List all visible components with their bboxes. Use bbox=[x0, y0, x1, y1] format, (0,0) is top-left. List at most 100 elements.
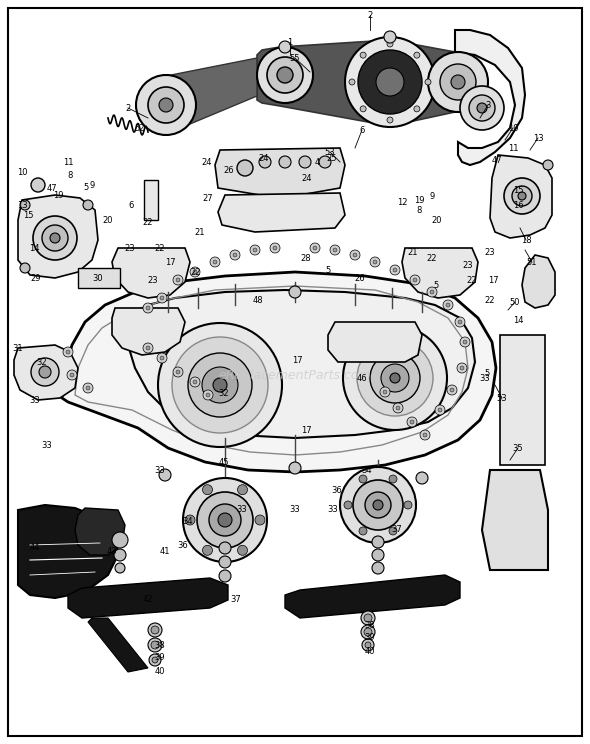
Text: 39: 39 bbox=[155, 653, 165, 662]
Circle shape bbox=[157, 353, 167, 363]
Circle shape bbox=[158, 323, 282, 447]
Circle shape bbox=[359, 475, 367, 483]
Polygon shape bbox=[215, 148, 345, 195]
Text: 33: 33 bbox=[290, 505, 300, 515]
Text: 21: 21 bbox=[408, 248, 418, 257]
Text: 23: 23 bbox=[463, 260, 473, 269]
Circle shape bbox=[233, 253, 237, 257]
Circle shape bbox=[512, 186, 532, 206]
Circle shape bbox=[267, 57, 303, 93]
Circle shape bbox=[183, 478, 267, 562]
Circle shape bbox=[39, 366, 51, 378]
Text: 5: 5 bbox=[434, 280, 438, 289]
Text: 33: 33 bbox=[237, 505, 247, 515]
Circle shape bbox=[393, 268, 397, 272]
Circle shape bbox=[349, 79, 355, 85]
Circle shape bbox=[176, 278, 180, 282]
Circle shape bbox=[257, 47, 313, 103]
Text: 23: 23 bbox=[485, 248, 496, 257]
Text: 22: 22 bbox=[427, 254, 437, 263]
Circle shape bbox=[20, 263, 30, 273]
Text: 24: 24 bbox=[202, 158, 212, 167]
Circle shape bbox=[197, 492, 253, 548]
Circle shape bbox=[148, 638, 162, 652]
Text: 41: 41 bbox=[160, 548, 171, 557]
Circle shape bbox=[460, 86, 504, 130]
Circle shape bbox=[148, 623, 162, 637]
Circle shape bbox=[543, 160, 553, 170]
Circle shape bbox=[173, 275, 183, 285]
Circle shape bbox=[115, 563, 125, 573]
Polygon shape bbox=[62, 272, 496, 472]
Text: 2: 2 bbox=[125, 103, 130, 112]
Circle shape bbox=[202, 367, 238, 403]
Circle shape bbox=[273, 246, 277, 250]
Circle shape bbox=[279, 41, 291, 53]
Text: 33: 33 bbox=[30, 396, 40, 405]
Circle shape bbox=[358, 50, 422, 114]
Polygon shape bbox=[482, 470, 548, 570]
Text: 20: 20 bbox=[103, 216, 113, 225]
Polygon shape bbox=[500, 335, 545, 465]
Circle shape bbox=[518, 192, 526, 200]
Circle shape bbox=[112, 532, 128, 548]
Circle shape bbox=[430, 290, 434, 294]
Text: 5: 5 bbox=[484, 368, 490, 377]
Text: 33: 33 bbox=[155, 466, 165, 475]
Text: 10: 10 bbox=[17, 167, 27, 176]
Circle shape bbox=[277, 67, 293, 83]
Circle shape bbox=[360, 52, 366, 58]
Text: 52: 52 bbox=[135, 124, 145, 132]
Polygon shape bbox=[68, 578, 228, 618]
Text: 22: 22 bbox=[143, 217, 153, 226]
Circle shape bbox=[202, 484, 212, 495]
Text: 18: 18 bbox=[521, 236, 532, 245]
Circle shape bbox=[451, 75, 465, 89]
Circle shape bbox=[213, 378, 227, 392]
Text: 40: 40 bbox=[155, 667, 165, 676]
Circle shape bbox=[365, 642, 371, 648]
Text: 21: 21 bbox=[195, 228, 205, 237]
Circle shape bbox=[387, 117, 393, 123]
Circle shape bbox=[250, 245, 260, 255]
Circle shape bbox=[149, 654, 161, 666]
Circle shape bbox=[270, 243, 280, 253]
Text: 17: 17 bbox=[165, 257, 175, 266]
Polygon shape bbox=[128, 290, 475, 438]
Text: 40: 40 bbox=[365, 647, 375, 656]
Polygon shape bbox=[144, 180, 158, 220]
Text: 36: 36 bbox=[178, 540, 188, 550]
Circle shape bbox=[151, 641, 159, 649]
Polygon shape bbox=[522, 255, 555, 308]
Circle shape bbox=[372, 562, 384, 574]
Text: 26: 26 bbox=[355, 274, 365, 283]
Circle shape bbox=[344, 501, 352, 509]
Circle shape bbox=[172, 337, 268, 433]
Circle shape bbox=[146, 346, 150, 350]
Text: 25: 25 bbox=[327, 153, 337, 162]
Circle shape bbox=[343, 326, 447, 430]
Text: 24: 24 bbox=[259, 153, 269, 162]
Circle shape bbox=[360, 106, 366, 112]
Circle shape bbox=[427, 287, 437, 297]
Circle shape bbox=[340, 467, 416, 543]
Circle shape bbox=[209, 504, 241, 536]
Text: 39: 39 bbox=[365, 633, 375, 643]
Circle shape bbox=[63, 347, 73, 357]
Circle shape bbox=[380, 387, 390, 397]
Circle shape bbox=[190, 267, 200, 277]
Text: 15: 15 bbox=[23, 211, 33, 219]
Circle shape bbox=[438, 408, 442, 412]
Text: 9: 9 bbox=[430, 191, 435, 200]
Circle shape bbox=[173, 367, 183, 377]
Circle shape bbox=[372, 536, 384, 548]
Circle shape bbox=[70, 373, 74, 377]
Text: 17: 17 bbox=[291, 356, 302, 365]
Text: 33: 33 bbox=[42, 440, 53, 449]
Polygon shape bbox=[490, 155, 552, 238]
Circle shape bbox=[359, 527, 367, 535]
Text: 27: 27 bbox=[203, 193, 214, 202]
Text: 11: 11 bbox=[63, 158, 73, 167]
Circle shape bbox=[460, 337, 470, 347]
Text: 22: 22 bbox=[467, 275, 477, 284]
